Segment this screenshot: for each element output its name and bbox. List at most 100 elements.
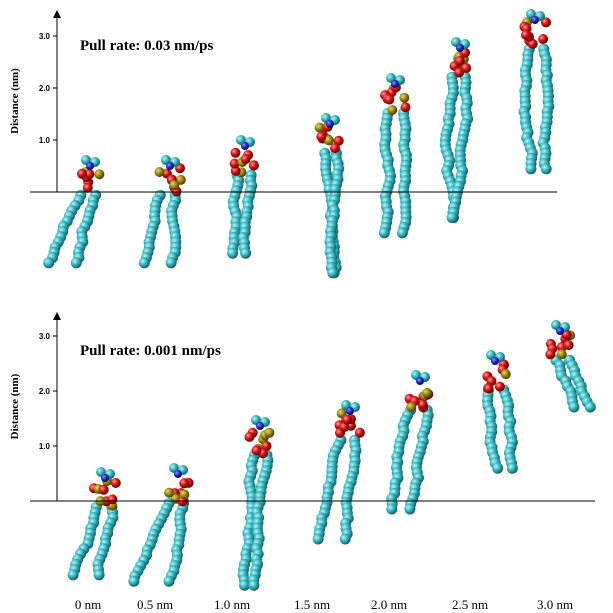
y-axis-label: Distance (nm)	[9, 68, 21, 134]
y-tick-label: 2.0	[39, 84, 51, 93]
atom	[339, 533, 351, 545]
atom	[229, 158, 240, 169]
x-label: 2.0 nm	[371, 597, 407, 612]
atom	[165, 257, 177, 269]
panel-title: Pull rate: 0.03 nm/ps	[80, 38, 213, 54]
atom	[545, 349, 556, 360]
atom	[174, 470, 182, 478]
atom	[82, 182, 93, 193]
atom	[251, 445, 262, 456]
atom	[521, 29, 531, 40]
atom	[584, 401, 596, 413]
atom	[327, 267, 339, 279]
axis-arrow	[53, 312, 61, 320]
y-tick-label: 1.0	[39, 136, 51, 145]
atom	[110, 478, 121, 488]
atom	[387, 105, 398, 115]
atom	[538, 34, 549, 44]
atom	[314, 122, 325, 133]
atom	[179, 478, 190, 489]
atom	[386, 503, 398, 515]
y-tick-label: 3.0	[39, 332, 51, 341]
atom	[416, 377, 424, 385]
atom	[491, 357, 499, 365]
atom	[67, 569, 79, 581]
atom	[500, 369, 511, 380]
atom	[461, 63, 472, 73]
atom	[240, 154, 251, 164]
atom	[492, 462, 504, 474]
atom	[494, 381, 505, 392]
atom	[456, 44, 464, 52]
x-label: 1.0 nm	[214, 597, 250, 612]
atom	[354, 427, 365, 438]
atom	[244, 431, 255, 442]
molecules	[43, 9, 596, 591]
atom	[93, 569, 105, 581]
atom	[330, 143, 340, 154]
atom	[568, 401, 580, 413]
atom	[396, 227, 408, 239]
y-tick-label: 2.0	[39, 387, 51, 396]
atom	[422, 387, 433, 398]
atom	[556, 349, 567, 360]
atom	[154, 167, 165, 177]
atom	[541, 17, 551, 28]
atom	[563, 340, 574, 351]
atom	[525, 163, 537, 175]
atom	[164, 487, 175, 498]
atom	[43, 257, 55, 269]
atom	[342, 414, 353, 425]
panel-title: Pull rate: 0.001 nm/ps	[80, 343, 221, 359]
atom	[227, 247, 239, 259]
atom	[399, 92, 410, 103]
atom	[98, 484, 109, 495]
atom	[163, 575, 175, 587]
atom	[86, 162, 94, 170]
atom	[406, 402, 417, 412]
x-label: 2.5 nm	[452, 597, 488, 612]
atom	[346, 407, 354, 415]
atom	[84, 169, 95, 180]
atom	[248, 579, 260, 591]
atom	[264, 427, 275, 438]
atom	[94, 169, 105, 180]
atom	[107, 494, 118, 505]
atom	[101, 474, 109, 482]
atom	[138, 257, 150, 269]
atom	[384, 94, 395, 105]
atom	[556, 327, 564, 335]
atom	[248, 160, 259, 171]
axes: 1.0 2.0 3.0 Distance (nm) Pull rate: 0.03 nm…	[9, 10, 595, 612]
y-tick-label: 1.0	[39, 442, 51, 451]
atom	[483, 383, 494, 394]
atom	[77, 168, 87, 179]
atom	[128, 575, 140, 587]
atom	[446, 212, 458, 224]
atom	[169, 180, 180, 191]
x-label: 1.5 nm	[294, 597, 330, 612]
atom	[166, 162, 174, 170]
atom	[256, 422, 264, 430]
atom	[531, 16, 539, 24]
atom	[540, 163, 552, 175]
atom	[230, 147, 241, 158]
atom	[316, 131, 327, 142]
atom	[454, 67, 465, 78]
atom	[404, 503, 416, 515]
x-label: 0.5 nm	[137, 597, 173, 612]
axis-arrow	[53, 10, 61, 18]
x-label: 0 nm	[75, 597, 101, 612]
atom	[240, 247, 252, 259]
atom	[312, 533, 324, 545]
atom	[561, 329, 572, 340]
atom	[326, 120, 334, 128]
atom	[324, 135, 334, 146]
atom	[378, 227, 390, 239]
y-tick-label: 3.0	[39, 32, 51, 41]
atom	[417, 399, 428, 410]
y-axis-label: Distance (nm)	[9, 373, 21, 439]
atom	[506, 462, 518, 474]
atom	[391, 80, 399, 88]
